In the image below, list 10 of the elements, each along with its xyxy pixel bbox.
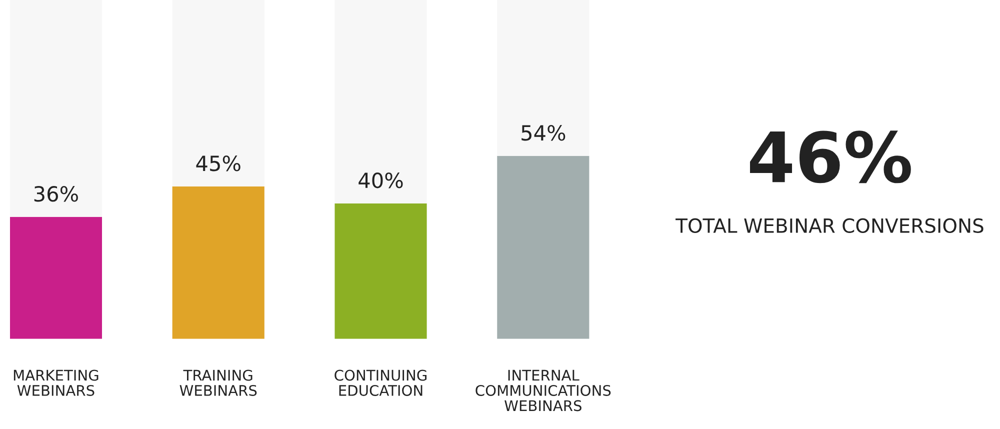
text: 46% [750,130,911,184]
x-tick-label: CONTINUING EDUCATION [334,370,426,396]
x-tick-label: TRAINING WEBINARS [180,370,257,396]
data-label: 36% [34,186,78,202]
data-label: 54% [522,124,566,141]
data-label: 45% [196,155,240,172]
text: TOTAL WEBINAR CONVERSIONS [676,218,984,234]
x-tick-label: MARKETING WEBINARS [14,370,98,396]
data-label: 40% [358,172,403,188]
x-tick-label: INTERNAL COMMUNICATIONS WEBINARS [476,370,611,412]
